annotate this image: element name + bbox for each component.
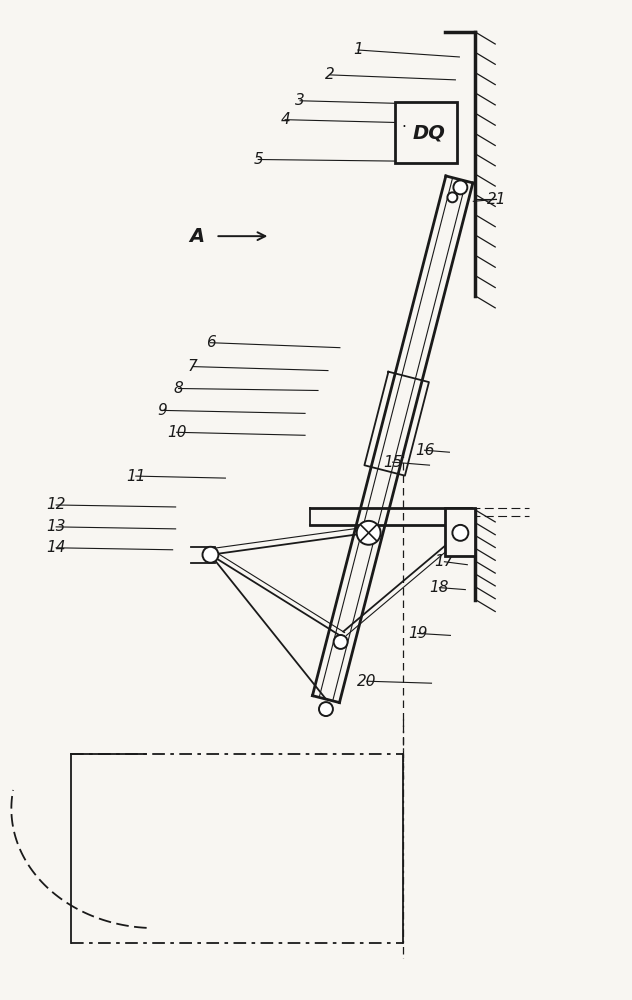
Text: 4: 4 xyxy=(280,112,290,127)
Text: 13: 13 xyxy=(46,519,66,534)
Text: 18: 18 xyxy=(430,580,449,595)
Text: 8: 8 xyxy=(174,381,183,396)
Text: 9: 9 xyxy=(158,403,167,418)
Text: 19: 19 xyxy=(408,626,427,641)
Text: DQ: DQ xyxy=(413,123,446,142)
Text: 15: 15 xyxy=(383,455,403,470)
Text: 12: 12 xyxy=(46,497,66,512)
Circle shape xyxy=(334,635,348,649)
Text: 3: 3 xyxy=(295,93,305,108)
Circle shape xyxy=(356,521,380,545)
Text: A: A xyxy=(189,227,204,246)
Text: 10: 10 xyxy=(167,425,186,440)
Text: 16: 16 xyxy=(415,443,434,458)
Bar xyxy=(394,102,458,163)
Text: ·: · xyxy=(401,120,406,135)
Text: 14: 14 xyxy=(46,540,66,555)
Circle shape xyxy=(453,180,467,194)
Circle shape xyxy=(202,547,219,563)
Text: 21: 21 xyxy=(487,192,506,207)
Text: 5: 5 xyxy=(253,152,263,167)
Bar xyxy=(446,508,475,556)
Text: 7: 7 xyxy=(188,359,197,374)
Text: 2: 2 xyxy=(325,67,335,82)
Text: 17: 17 xyxy=(435,554,454,569)
Text: 11: 11 xyxy=(126,469,145,484)
Circle shape xyxy=(453,525,468,541)
Circle shape xyxy=(319,702,333,716)
Text: 20: 20 xyxy=(357,674,377,689)
Circle shape xyxy=(447,192,458,202)
Text: 1: 1 xyxy=(353,42,363,57)
Text: 6: 6 xyxy=(205,335,216,350)
